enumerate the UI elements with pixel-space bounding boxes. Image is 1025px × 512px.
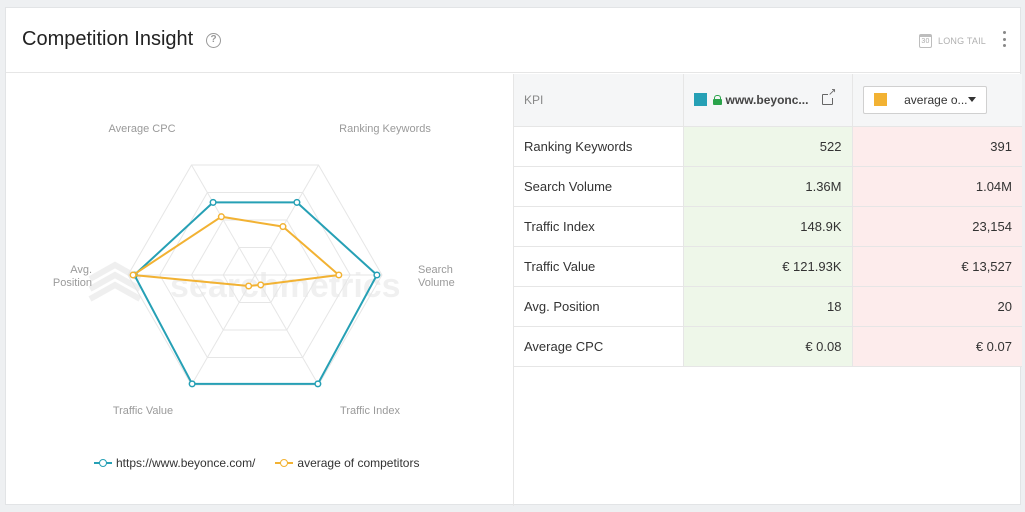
kpi-table-header: KPI www.beyonc... average o...: [514, 74, 1022, 127]
grid-spoke: [191, 274, 256, 386]
long-tail-label: LONG TAIL: [938, 36, 986, 46]
kpi-name-cell: Search Volume: [514, 166, 683, 207]
competitor-value-cell: 391: [851, 126, 1022, 167]
site-value-cell: 522: [682, 126, 852, 167]
data-point: [188, 380, 196, 388]
kpi-name-cell: Average CPC: [514, 326, 683, 367]
competitor-value-cell: 20: [851, 286, 1022, 327]
grid-spoke: [254, 274, 319, 386]
axis-label: Avg. Position: [53, 264, 92, 289]
competitor-color-swatch: [873, 93, 887, 107]
data-point: [129, 271, 137, 279]
radar-chart: searchmetrics Ranking Keywords Search Volum…: [6, 74, 514, 506]
legend-marker-competitors: [275, 459, 294, 467]
data-point: [257, 281, 265, 289]
table-row: Average CPC € 0.08 € 0.07: [514, 326, 1022, 367]
more-options-icon[interactable]: [1002, 31, 1006, 47]
site-domain-label: www.beyonc...: [725, 92, 809, 107]
card-header: Competition Insight ? 30 LONG TAIL: [6, 8, 1020, 73]
table-row: Search Volume 1.36M 1.04M: [514, 166, 1022, 207]
site-value-cell: 18: [682, 286, 852, 327]
grid-spoke: [254, 164, 319, 276]
kpi-name-cell: Traffic Value: [514, 246, 683, 287]
table-row: Avg. Position 18 20: [514, 286, 1022, 327]
competitor-value-cell: 23,154: [851, 206, 1022, 247]
axis-label: Traffic Index: [340, 405, 400, 417]
data-point: [279, 223, 287, 231]
site-value-cell: 148.9K: [682, 206, 852, 247]
kpi-name-cell: Ranking Keywords: [514, 126, 683, 167]
legend-item-competitors[interactable]: average of competitors: [275, 456, 419, 470]
site-color-swatch: [693, 93, 707, 107]
long-tail-toggle[interactable]: 30 LONG TAIL: [919, 32, 986, 50]
competitor-value-cell: € 0.07: [851, 326, 1022, 367]
axis-label: Ranking Keywords: [339, 123, 431, 135]
legend-marker-site: [94, 459, 112, 467]
competitor-value-cell: € 13,527: [851, 246, 1022, 287]
competition-insight-card: Competition Insight ? 30 LONG TAIL searc…: [5, 7, 1022, 506]
table-row: Traffic Index 148.9K 23,154: [514, 206, 1022, 247]
legend-item-site[interactable]: https://www.beyonce.com/: [94, 456, 255, 470]
help-icon[interactable]: ?: [206, 33, 221, 48]
card-title: Competition Insight: [22, 28, 194, 50]
kpi-name-cell: Avg. Position: [514, 286, 683, 327]
grid-spoke: [191, 164, 256, 276]
table-row: Traffic Value € 121.93K € 13,527: [514, 246, 1022, 287]
chevron-down-icon: [967, 97, 976, 103]
competitor-value-cell: 1.04M: [851, 166, 1022, 207]
lock-icon: [712, 94, 722, 105]
kpi-name-cell: Traffic Index: [514, 206, 683, 247]
site-value-cell: € 121.93K: [682, 246, 852, 287]
data-point: [245, 282, 253, 290]
axis-label: Traffic Value: [113, 405, 173, 417]
external-link-icon[interactable]: [822, 88, 837, 106]
axis-label: Average CPC: [108, 123, 175, 135]
axis-label: Search Volume: [418, 264, 455, 289]
data-point: [335, 271, 343, 279]
data-point: [217, 213, 225, 221]
data-point: [373, 271, 381, 279]
competitor-column-header: average o...: [851, 74, 1022, 127]
calendar-icon: 30: [919, 34, 933, 48]
kpi-table: KPI www.beyonc... average o...: [514, 74, 1022, 367]
data-point: [209, 198, 217, 206]
site-value-cell: 1.36M: [682, 166, 852, 207]
table-row: Ranking Keywords 522 391: [514, 126, 1022, 167]
kpi-column-header: KPI: [514, 74, 683, 127]
site-column-header: www.beyonc...: [682, 74, 852, 127]
competitor-select-value: average o...: [904, 92, 968, 107]
site-value-cell: € 0.08: [682, 326, 852, 367]
legend-label-site: https://www.beyonce.com/: [116, 456, 256, 470]
data-point: [314, 380, 322, 388]
competitor-select[interactable]: average o...: [862, 85, 987, 114]
data-point: [293, 198, 301, 206]
chart-legend: https://www.beyonce.com/ average of comp…: [94, 456, 439, 470]
legend-label-competitors: average of competitors: [297, 456, 420, 470]
